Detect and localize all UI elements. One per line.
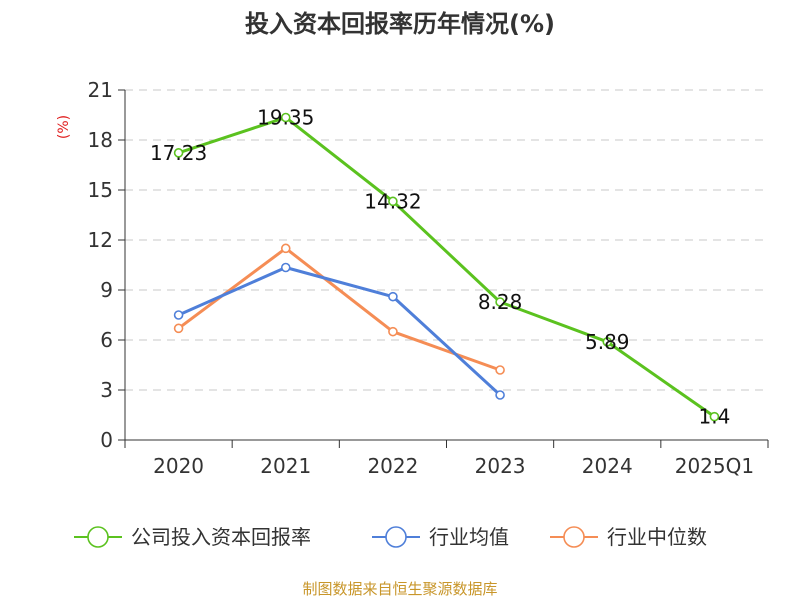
y-tick-label: 21 — [88, 78, 113, 102]
x-tick-label: 2024 — [582, 454, 633, 478]
series-line — [177, 246, 501, 372]
data-point — [495, 297, 505, 307]
data-label: 8.28 — [478, 290, 523, 314]
y-tick-label: 0 — [100, 428, 113, 452]
data-point — [173, 310, 184, 320]
legend-swatch-marker — [385, 526, 407, 548]
series-line — [177, 266, 502, 397]
y-axis-label: (%) — [56, 115, 72, 139]
tick-labels: 0 3 6 9 12 15 18 21 2020 2021 2022 2023 2024 2025Q1 — [88, 78, 755, 478]
y-tick-label: 3 — [100, 378, 113, 402]
data-point — [388, 326, 398, 337]
x-tick-label: 2023 — [475, 454, 526, 478]
y-tick-label: 9 — [100, 278, 113, 302]
legend-label: 行业均值 — [429, 525, 509, 549]
x-tick-label: 2025Q1 — [675, 454, 754, 478]
y-tick-label: 12 — [88, 228, 113, 252]
data-point — [280, 243, 291, 254]
data-label: 5.89 — [585, 330, 630, 354]
chart-title: 投入资本回报率历年情况(%) — [245, 10, 555, 38]
legend-swatch-marker — [563, 526, 585, 548]
data-point — [602, 337, 613, 347]
x-tick-label: 2020 — [153, 454, 204, 478]
y-tick-label: 18 — [88, 128, 113, 152]
data-point — [495, 390, 505, 400]
legend-label: 公司投入资本回报率 — [131, 525, 311, 549]
data-point — [495, 365, 505, 375]
series-line — [178, 116, 716, 418]
source-note: 制图数据来自恒生聚源数据库 — [302, 580, 497, 598]
x-tick-label: 2021 — [260, 454, 311, 478]
data-point — [709, 411, 720, 422]
data-label: 17.23 — [150, 141, 207, 165]
y-tick-label: 15 — [88, 178, 113, 202]
axes — [118, 89, 769, 448]
y-tick-label: 6 — [100, 328, 113, 352]
legend: 公司投入资本回报率 行业均值 行业中位数 — [74, 525, 707, 549]
data-point — [388, 196, 398, 207]
data-labels: 17.23 19.35 14.32 8.28 5.89 1.4 — [150, 106, 730, 429]
x-tick-label: 2022 — [367, 454, 418, 478]
legend-swatch-marker — [87, 526, 109, 548]
data-point — [388, 291, 398, 302]
data-point — [280, 262, 291, 273]
data-point — [173, 148, 184, 158]
data-point — [173, 323, 184, 334]
grid — [125, 89, 768, 391]
data-point — [280, 112, 291, 123]
series-lines — [173, 112, 720, 422]
data-label: 14.32 — [364, 189, 421, 213]
data-label: 19.35 — [257, 106, 314, 130]
data-label: 1.4 — [699, 405, 731, 429]
legend-label: 行业中位数 — [607, 525, 707, 549]
